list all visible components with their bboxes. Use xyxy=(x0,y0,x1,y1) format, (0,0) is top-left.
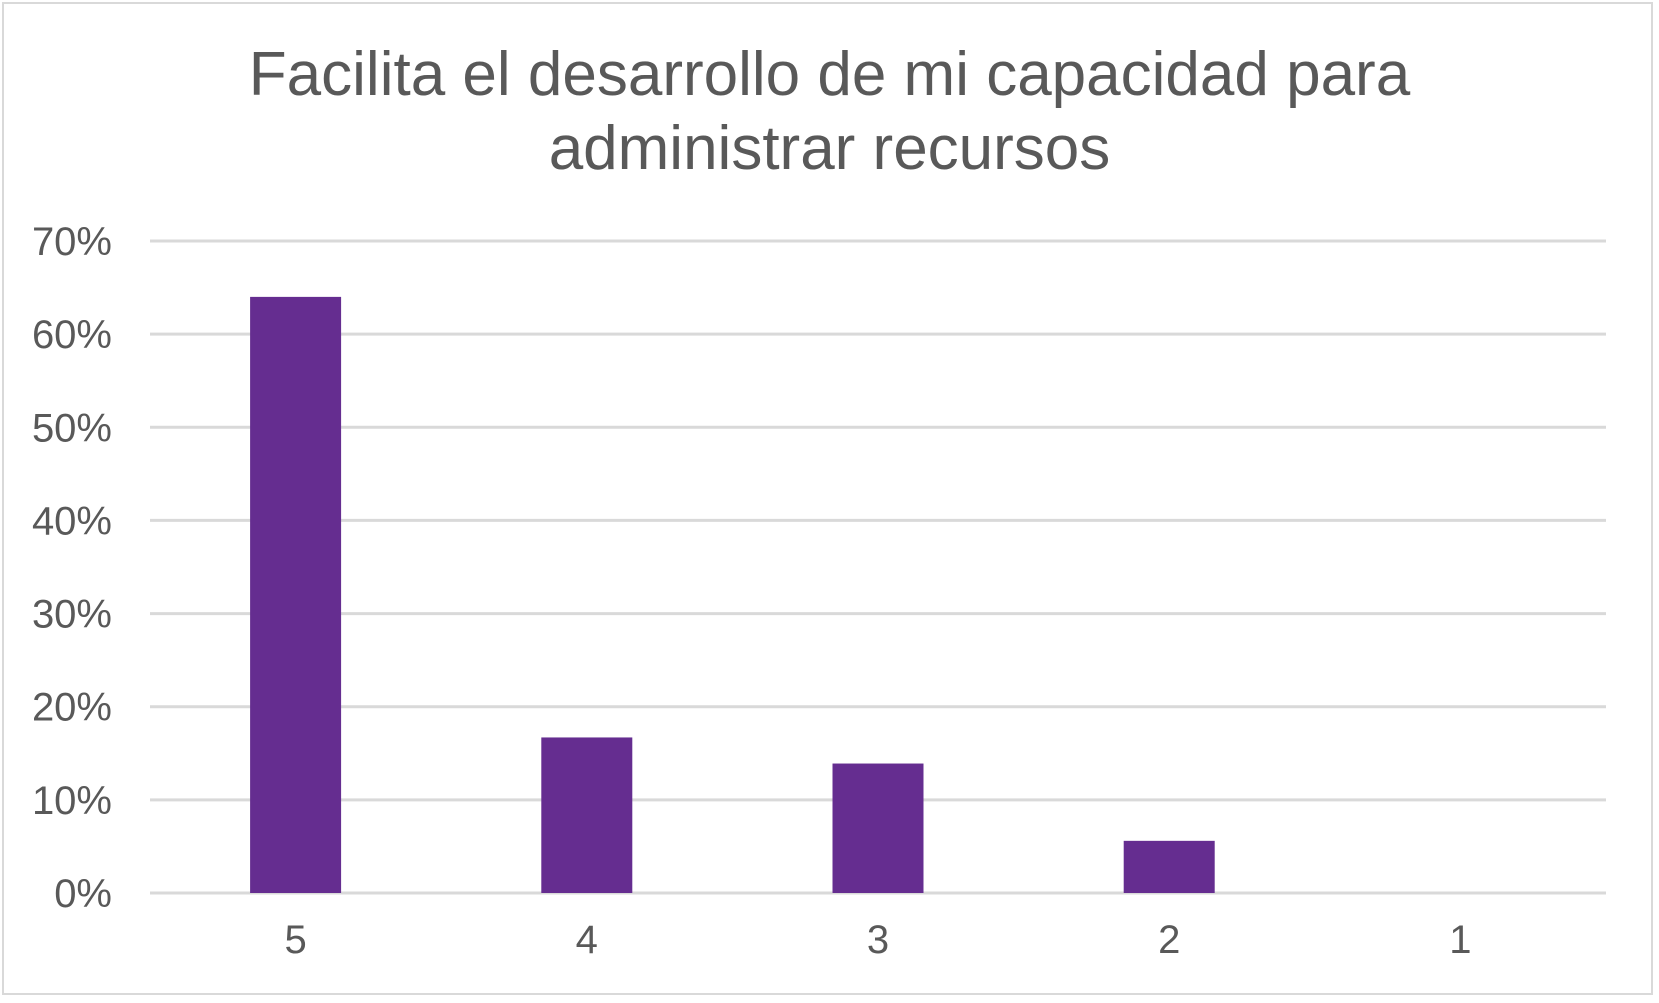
bar-series xyxy=(250,296,1215,893)
y-axis-tick-labels: 0% 10% 20% 30% 40% 50% 60% 70% xyxy=(32,220,112,916)
x-tick-label: 3 xyxy=(867,918,889,962)
y-tick-label: 30% xyxy=(32,593,112,637)
y-tick-label: 60% xyxy=(32,313,112,357)
chart-title: Facilita el desarrollo de mi capacidad p… xyxy=(0,38,1659,186)
x-axis-tick-labels: 5 4 3 2 1 xyxy=(284,918,1471,962)
y-tick-label: 70% xyxy=(32,220,112,264)
y-tick-label: 10% xyxy=(32,779,112,823)
chart-title-line-1: Facilita el desarrollo de mi capacidad p… xyxy=(248,40,1411,109)
y-tick-label: 40% xyxy=(32,499,112,543)
x-tick-label: 1 xyxy=(1449,918,1471,962)
chart-title-line-2: administrar recursos xyxy=(548,114,1111,183)
y-tick-label: 20% xyxy=(32,686,112,730)
y-tick-label: 0% xyxy=(54,872,112,916)
bar-5 xyxy=(250,296,342,893)
x-tick-label: 5 xyxy=(284,918,306,962)
x-tick-label: 2 xyxy=(1158,918,1180,962)
gridlines xyxy=(150,239,1606,895)
bar-2 xyxy=(1123,840,1215,893)
bar-4 xyxy=(541,737,633,893)
y-tick-label: 50% xyxy=(32,406,112,450)
bar-3 xyxy=(832,763,924,893)
x-tick-label: 4 xyxy=(576,918,598,962)
